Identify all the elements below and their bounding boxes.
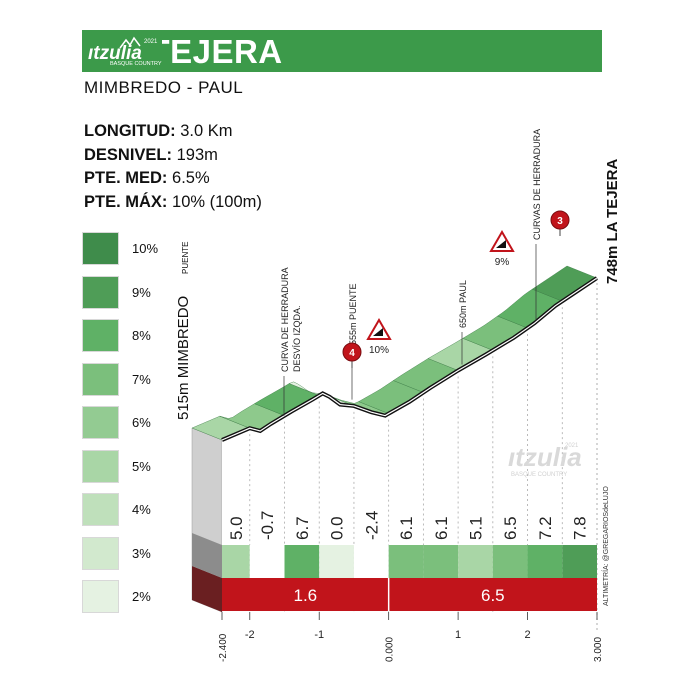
stat-elevation-gain: DESNIVEL: 193m [84, 145, 218, 164]
legend-swatch [82, 493, 119, 526]
gradient-value: 5.1 [466, 516, 485, 540]
legend-label: 7% [132, 371, 151, 387]
svg-text:BASQUE COUNTRY: BASQUE COUNTRY [110, 61, 162, 67]
legend-swatch [82, 275, 119, 309]
stat-avg-gradient: PTE. MED: 6.5% [84, 169, 210, 187]
category-marker-icon [342, 342, 362, 362]
legend-item: 8% [82, 319, 202, 352]
legend-item: 7% [82, 362, 202, 396]
average-band-cell [388, 578, 597, 611]
start-label: 515m MIMBREDO [175, 296, 192, 420]
gradient-value: 6.7 [293, 516, 312, 540]
gradient-band-cell [222, 545, 250, 578]
warning-label: 9% [495, 257, 510, 268]
watermark-logo: ıtzulia [508, 442, 582, 472]
gradient-value: -2.4 [362, 511, 381, 540]
subtitle: MIMBREDO - PAUL [84, 78, 244, 97]
watermark-tagline: BASQUE COUNTRY [511, 472, 567, 478]
gradient-value: 0.0 [328, 516, 347, 540]
legend-swatch [82, 536, 119, 570]
legend-item: 2% [82, 580, 202, 613]
legend-label: 6% [132, 415, 151, 430]
legend-swatch [82, 362, 119, 396]
slope-icon [373, 328, 383, 336]
legend-item: 4% [82, 493, 202, 526]
svg-text:2021: 2021 [144, 39, 158, 45]
legend-swatch [82, 580, 119, 613]
legend-swatch [82, 406, 119, 439]
legend-label: 10% [132, 241, 159, 256]
side-wall-bands [192, 533, 222, 578]
gradient-band-cell [562, 545, 597, 578]
warning-label: 10% [369, 345, 389, 356]
legend-item: 6% [82, 406, 202, 439]
start-sublabel: PUENTE [181, 242, 190, 274]
x-tick-label: -1 [314, 629, 324, 641]
gradient-band-cell [527, 545, 563, 578]
gradient-value: 5.0 [227, 516, 246, 540]
legend-swatch [82, 232, 119, 265]
warning-icon [489, 230, 515, 252]
legend-item: 5% [82, 449, 202, 483]
legend-item: 10% [82, 232, 202, 265]
gradient-value: 6.1 [397, 516, 416, 540]
annotation-text: 555m PUENTE [348, 283, 358, 345]
legend-label: 4% [132, 502, 151, 517]
x-tick-label: 2 [524, 629, 530, 641]
annotation-text: CURVAS DE HERRADURA [532, 129, 542, 240]
gradient-value: 7.8 [571, 516, 590, 540]
road-centerline [221, 277, 598, 441]
legend-label: 2% [132, 589, 151, 604]
category-marker-label: 3 [557, 216, 563, 227]
stat-max-gradient: PTE. MÁX: 10% (100m) [84, 192, 262, 211]
slope-icon [496, 240, 506, 248]
category-marker-label: 4 [349, 348, 355, 359]
gradient-band-cell [284, 545, 320, 578]
legend-label: 5% [132, 458, 151, 474]
finish-label: 748m LA TEJERA [604, 159, 621, 284]
brand-logo: ıtzulia 2021 BASQUE COUNTRY [82, 34, 162, 68]
side-wall-averages [192, 566, 222, 612]
annotation-text: CURVA DE HERRADURA [280, 267, 290, 372]
average-value: 6.5 [481, 586, 505, 605]
warning-icon [366, 318, 392, 340]
stat-length: LONGITUD: 3.0 Km [84, 122, 233, 140]
gradient-band-cell [353, 545, 389, 578]
annotation-text: DESVÍO IZQDA. [292, 305, 302, 372]
gradient-value: -0.7 [258, 511, 277, 540]
gradient-band-cell [319, 545, 354, 578]
title-bar: LA TEJERA ıtzulia 2021 BASQUE COUNTRY [82, 30, 602, 72]
legend-label: 3% [132, 545, 151, 561]
x-tick-label: -2 [245, 629, 255, 641]
legend-item: 3% [82, 536, 202, 570]
gradient-band-cell [492, 545, 528, 578]
average-band-cell [222, 578, 389, 611]
svg-text:ıtzulia: ıtzulia [88, 43, 142, 64]
x-tick-label: 3.000 [593, 637, 604, 662]
x-tick-label: 0.000 [385, 637, 396, 662]
gradient-value: 6.5 [501, 516, 520, 540]
legend-label: 8% [132, 328, 151, 343]
legend-item: 9% [82, 275, 202, 309]
gradient-band-cell [388, 545, 424, 578]
legend-swatch [82, 449, 119, 483]
annotation-text: 650m PAUL [458, 280, 468, 328]
watermark-year: 2021 [565, 443, 579, 449]
credit-text: ALTIMETRÍA: @GREGARIOSdeLUJO [601, 486, 610, 606]
x-tick-label: 1 [455, 629, 461, 641]
gradient-band-cell [423, 545, 459, 578]
gradient-value: 7.2 [536, 516, 555, 540]
gradient-band-cell [458, 545, 493, 578]
gradient-value: 6.1 [432, 516, 451, 540]
legend-label: 9% [132, 284, 151, 300]
category-marker-icon [550, 210, 570, 230]
x-tick-label: -2.400 [218, 633, 229, 662]
legend-swatch [82, 319, 119, 352]
stats-block: LONGITUD: 3.0 Km DESNIVEL: 193m PTE. MED… [84, 120, 262, 214]
average-value: 1.6 [294, 586, 318, 605]
gradient-band-cell [249, 545, 285, 578]
